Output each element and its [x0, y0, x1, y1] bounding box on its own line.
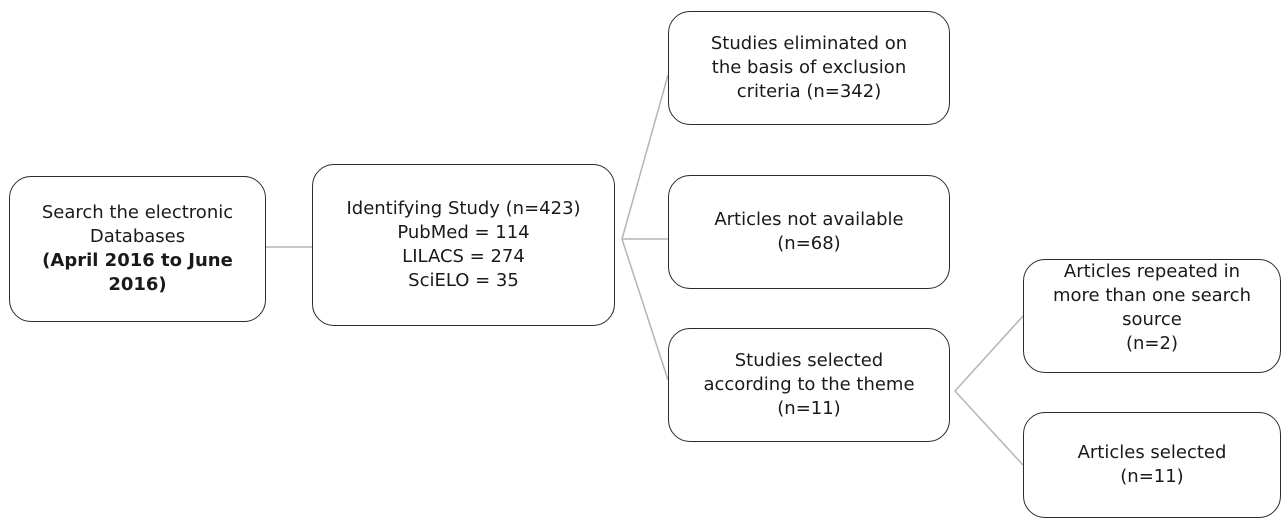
search-line-1: Search the electronic	[41, 202, 234, 223]
studies-eliminated-box: Studies eliminated on the basis of exclu…	[668, 11, 950, 125]
repeated-line-2: more than one search	[1053, 285, 1251, 306]
identify-line-2: PubMed = 114	[397, 222, 530, 243]
connector-identify-to-eliminated	[621, 74, 669, 240]
search-period-line-1: (April 2016 to June	[42, 250, 233, 271]
connector-selected-to-articles	[954, 390, 1024, 466]
search-period-line-2: 2016)	[108, 274, 167, 295]
repeated-line-4: (n=2)	[1126, 333, 1178, 354]
identify-line-1: Identifying Study (n=423)	[346, 198, 581, 219]
articles-selected-line-2: (n=11)	[1120, 466, 1184, 487]
search-databases-box: Search the electronic Databases (April 2…	[9, 176, 266, 322]
studies-selected-box: Studies selected according to the theme …	[668, 328, 950, 442]
connector-identify-to-selected	[621, 238, 669, 381]
articles-selected-line-1: Articles selected	[1077, 442, 1227, 463]
not-available-line-1: Articles not available	[714, 209, 904, 230]
eliminated-line-3: criteria (n=342)	[736, 81, 882, 102]
selected-line-2: according to the theme	[703, 374, 915, 395]
eliminated-line-1: Studies eliminated on	[710, 33, 908, 54]
not-available-line-2: (n=68)	[777, 233, 841, 254]
identify-line-4: SciELO = 35	[408, 270, 519, 291]
eliminated-line-2: the basis of exclusion	[711, 57, 907, 78]
selected-line-3: (n=11)	[777, 398, 841, 419]
articles-selected-box: Articles selected (n=11)	[1023, 412, 1281, 518]
selected-line-1: Studies selected	[734, 350, 884, 371]
articles-not-available-box: Articles not available (n=68)	[668, 175, 950, 289]
repeated-line-3: source	[1122, 309, 1182, 330]
identifying-study-box: Identifying Study (n=423) PubMed = 114 L…	[312, 164, 615, 326]
connector-selected-to-repeated	[954, 315, 1024, 392]
articles-repeated-box: Articles repeated in more than one searc…	[1023, 259, 1281, 373]
repeated-line-1: Articles repeated in	[1063, 261, 1241, 282]
search-line-2: Databases	[89, 226, 186, 247]
identify-line-3: LILACS = 274	[402, 246, 525, 267]
